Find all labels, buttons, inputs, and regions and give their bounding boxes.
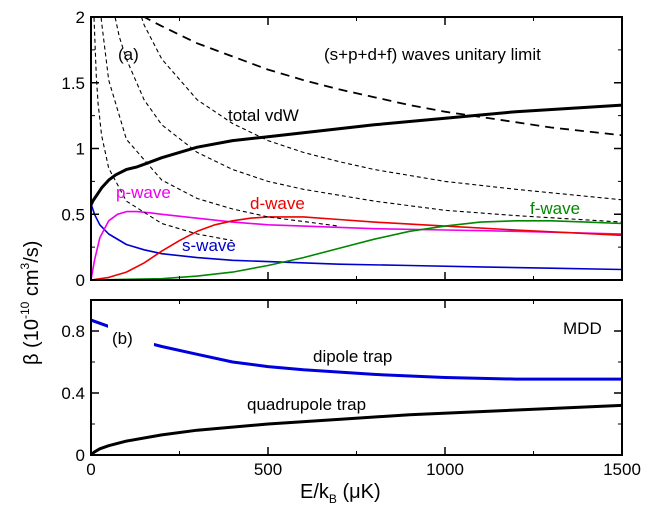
s-wave-label: s-wave xyxy=(182,236,236,255)
series-total-vdw xyxy=(91,103,622,206)
series-p-wave xyxy=(91,210,622,280)
series-s-unitary-limit xyxy=(93,17,233,242)
series-s-p-d-f-waves-unitary-limit xyxy=(142,17,622,137)
curves-a xyxy=(91,17,622,280)
quadrupole-trap-label: quadrupole trap xyxy=(247,395,366,414)
series-f-unitary-limit xyxy=(140,17,622,201)
f-wave-label: f-wave xyxy=(530,199,580,218)
dipole-trap-label: dipole trap xyxy=(313,347,392,366)
y-axis-title: β (10-10 cm3/s) xyxy=(18,241,43,365)
y-tick-label: 0.5 xyxy=(61,205,85,224)
x-tick-label: 0 xyxy=(86,460,95,479)
unitary-limit-label: (s+p+d+f) waves unitary limit xyxy=(324,45,541,64)
panel-b-frame xyxy=(90,299,623,456)
series-s-wave xyxy=(91,203,622,271)
y-tick-label: 0 xyxy=(76,271,85,290)
series-d-unitary-limit xyxy=(114,17,622,223)
total-vdw-label: total vdW xyxy=(228,106,299,125)
panel-a: 0 0.5 1 1.5 2 (a) (s+p+d+f) waves unitary li… xyxy=(61,8,623,290)
x-tick-label: 1500 xyxy=(603,460,641,479)
series-f-wave xyxy=(91,220,622,280)
series-p-unitary-limit xyxy=(100,17,339,227)
x-tick-label: 1000 xyxy=(426,460,464,479)
x-tick-label: 500 xyxy=(254,460,282,479)
panel-b-label-bg xyxy=(108,320,154,348)
y-tick-label: 2 xyxy=(76,8,85,27)
y-tick-label: 1.5 xyxy=(61,74,85,93)
y-tick-label: 1 xyxy=(76,140,85,159)
y-tick-label: 0 xyxy=(76,446,85,465)
series-d-wave xyxy=(91,216,622,280)
y-tick-label: 0.4 xyxy=(61,384,85,403)
panel-a-label: (a) xyxy=(118,45,139,64)
curves-b xyxy=(91,318,622,455)
x-axis-title: E/kB (μK) xyxy=(300,481,381,506)
panel-b: 00.40.80 500 1000 1500 (b) MDD dipole trap … xyxy=(61,299,641,479)
series-quadrupole-trap xyxy=(91,403,622,455)
mdd-label: MDD xyxy=(563,319,602,338)
ticks-a: 0 0.5 1 1.5 2 xyxy=(61,8,623,290)
d-wave-label: d-wave xyxy=(250,194,305,213)
ticks-b: 0 0.4 0.8 0 500 1000 1500 xyxy=(61,300,641,479)
p-wave-label: p-wave xyxy=(116,183,171,202)
panel-b-label: (b) xyxy=(112,329,133,348)
y-tick-label: 0.8 xyxy=(61,322,85,341)
